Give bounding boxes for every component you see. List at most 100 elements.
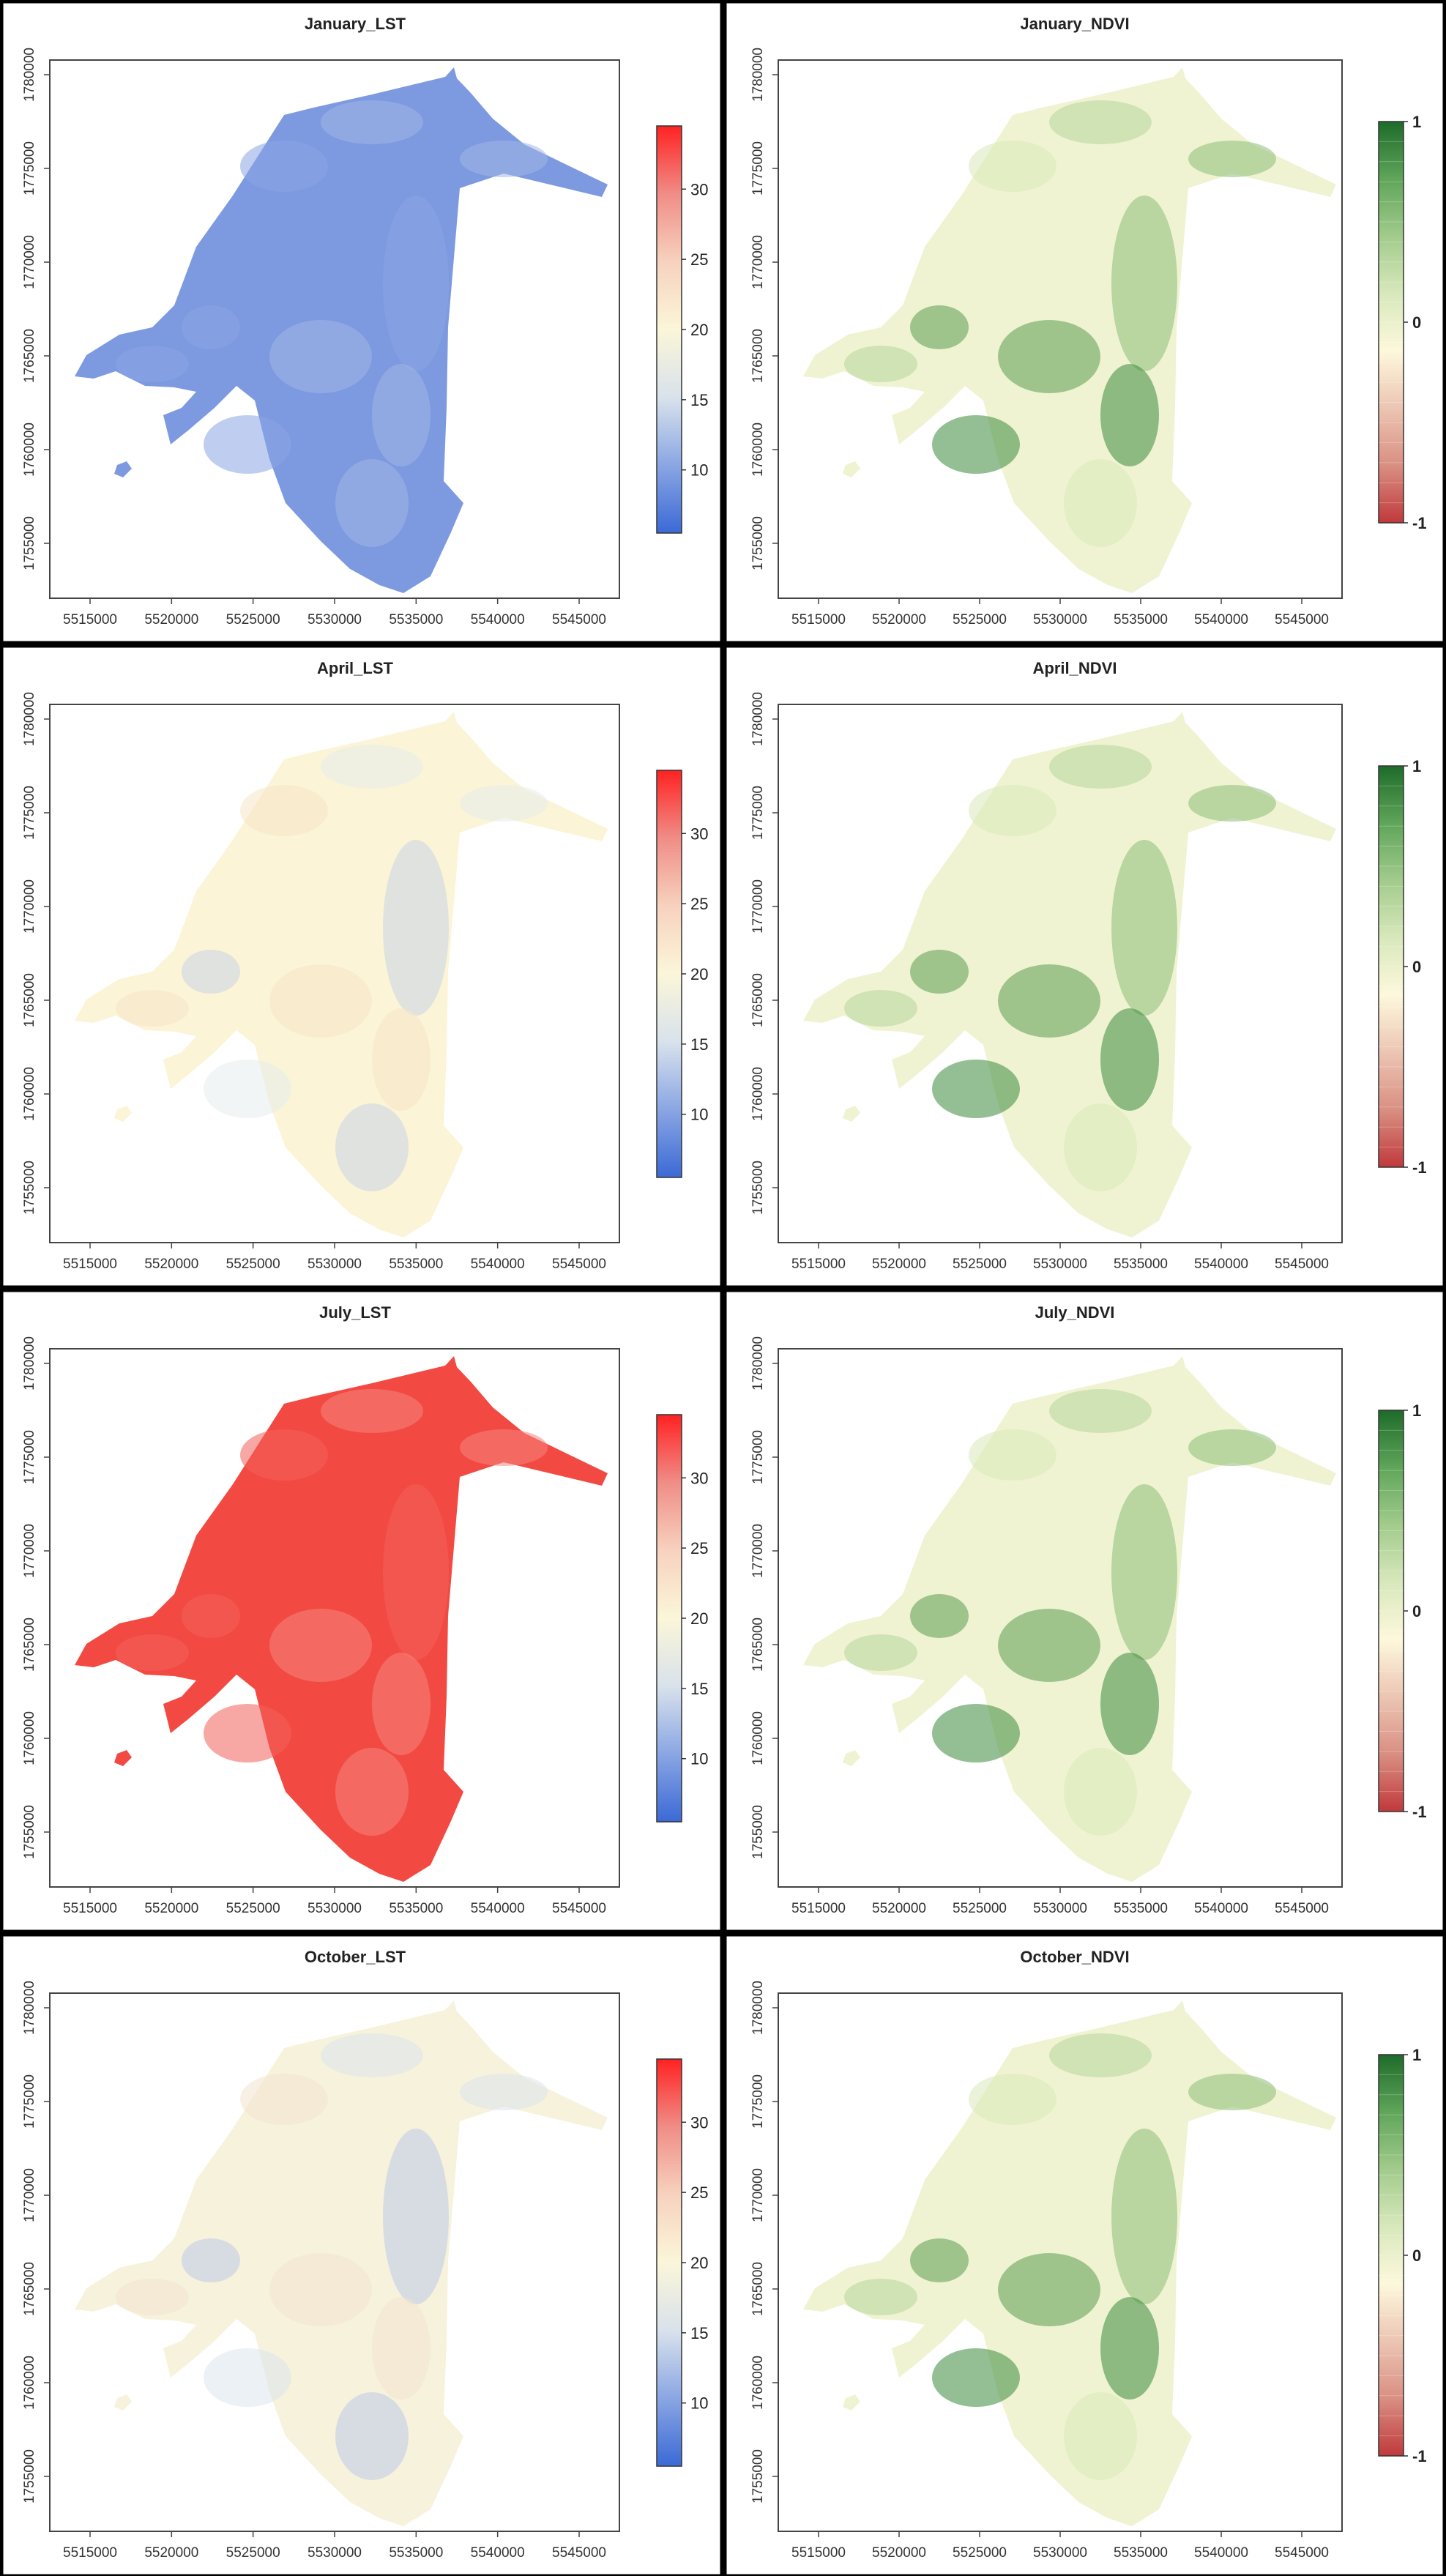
texture-patch — [321, 2033, 423, 2077]
study-area — [803, 2000, 1336, 2526]
texture-patch — [1064, 2392, 1137, 2480]
x-tick-label: 5520000 — [144, 1257, 198, 1272]
x-tick-label: 5525000 — [226, 1257, 280, 1272]
texture-patch — [182, 305, 240, 349]
study-area-islet — [114, 1106, 132, 1122]
x-tick-label: 5535000 — [389, 2545, 443, 2561]
legend-tick-label: 15 — [690, 1680, 708, 1698]
y-tick-label: 1780000 — [22, 692, 37, 746]
texture-patch — [969, 1429, 1056, 1481]
x-tick-label: 5530000 — [1033, 1901, 1087, 1916]
x-tick-label: 5545000 — [1275, 2545, 1329, 2561]
x-tick-label: 5525000 — [953, 1901, 1007, 1916]
y-tick-label: 1765000 — [750, 329, 766, 383]
y-tick-label: 1770000 — [22, 1524, 37, 1578]
texture-patch — [204, 415, 291, 474]
x-tick-label: 5540000 — [471, 1901, 525, 1916]
y-tick-label: 1765000 — [22, 2262, 37, 2316]
y-tick-label: 1755000 — [22, 1805, 37, 1859]
legend-tick-label: 20 — [690, 965, 708, 983]
texture-patch — [910, 305, 969, 349]
texture-patch — [1111, 840, 1177, 1016]
x-tick-label: 5515000 — [63, 1257, 117, 1272]
study-area — [803, 712, 1336, 1237]
x-tick-label: 5515000 — [63, 2545, 117, 2561]
y-tick-label: 1775000 — [22, 786, 37, 840]
y-tick-label: 1780000 — [750, 1336, 766, 1391]
y-tick-label: 1770000 — [22, 2168, 37, 2222]
study-area-islet — [114, 461, 132, 477]
texture-patch — [372, 1653, 431, 1755]
legend-tick-label: 15 — [690, 2324, 708, 2342]
map-panel-april-lst: April_LST 5515000 5520000 5525000 5530000 553… — [0, 644, 724, 1289]
legend-bar — [656, 2058, 682, 2467]
x-tick-label: 5535000 — [1114, 1257, 1168, 1272]
y-tick-label: 1770000 — [750, 1524, 766, 1578]
y-tick-label: 1760000 — [22, 1711, 37, 1765]
y-tick-label: 1775000 — [750, 786, 766, 840]
x-tick-label: 5535000 — [1114, 1901, 1168, 1916]
study-area-islet — [114, 2394, 132, 2411]
texture-patch — [240, 2074, 328, 2125]
legend-tick-label: 0 — [1412, 2246, 1421, 2265]
y-tick-label: 1780000 — [22, 1336, 37, 1391]
map-panel-april-ndvi: April_NDVI 5515000 5520000 5525000 5530000 55… — [723, 644, 1446, 1289]
legend-bar — [1378, 765, 1404, 1168]
x-tick-label: 5535000 — [1114, 612, 1168, 628]
study-area — [75, 712, 608, 1237]
x-tick-label: 5520000 — [144, 1901, 198, 1916]
texture-patch — [182, 2238, 240, 2282]
legend-bar — [656, 770, 682, 1178]
y-tick-label: 1760000 — [750, 422, 766, 477]
texture-patch — [182, 1594, 240, 1638]
texture-patch — [383, 1484, 449, 1660]
texture-patch — [321, 1389, 423, 1433]
texture-patch — [1049, 1389, 1152, 1433]
x-tick-label: 5530000 — [308, 1257, 362, 1272]
legend-tick-label: 10 — [690, 461, 708, 480]
y-tick-label: 1780000 — [22, 48, 37, 102]
y-tick-label: 1775000 — [750, 1430, 766, 1484]
texture-patch — [372, 2297, 431, 2400]
texture-patch — [116, 2279, 189, 2315]
y-tick-label: 1770000 — [22, 235, 37, 289]
y-tick-label: 1765000 — [750, 973, 766, 1027]
study-area-islet — [843, 461, 860, 477]
y-tick-label: 1775000 — [22, 1430, 37, 1484]
texture-patch — [932, 415, 1020, 474]
x-tick-label: 5540000 — [471, 612, 525, 628]
study-area — [803, 1356, 1336, 1882]
x-tick-label: 5535000 — [389, 1257, 443, 1272]
map-panel-july-ndvi: July_NDVI 5515000 5520000 5525000 5530000 553… — [723, 1288, 1446, 1934]
study-area — [75, 67, 608, 593]
x-tick-label: 5545000 — [552, 1901, 606, 1916]
texture-patch — [844, 2279, 917, 2315]
legend-tick-label: 1 — [1412, 113, 1421, 131]
y-tick-label: 1755000 — [750, 1161, 766, 1215]
texture-patch — [269, 320, 372, 393]
texture-patch — [932, 1704, 1020, 1762]
texture-patch — [460, 141, 548, 177]
legend-tick-label: 30 — [690, 824, 708, 843]
x-tick-label: 5530000 — [1033, 1257, 1087, 1272]
y-tick-label: 1765000 — [750, 1618, 766, 1672]
y-tick-label: 1760000 — [750, 1067, 766, 1121]
x-tick-label: 5530000 — [308, 612, 362, 628]
map-panel-october-lst: October_LST 5515000 5520000 5525000 5530000 5… — [0, 1932, 724, 2576]
map-panel-january-lst: January_LST 5515000 5520000 5525000 5530000 5… — [0, 0, 724, 645]
legend-tick-label: 1 — [1412, 1401, 1421, 1420]
legend-tick-label: -1 — [1412, 2447, 1427, 2465]
y-tick-label: 1775000 — [750, 141, 766, 196]
y-tick-label: 1770000 — [750, 2168, 766, 2222]
texture-patch — [998, 2253, 1100, 2326]
y-tick-label: 1780000 — [750, 692, 766, 746]
x-tick-label: 5535000 — [389, 1901, 443, 1916]
x-tick-label: 5540000 — [1194, 1257, 1248, 1272]
panel-title: October_LST — [305, 1948, 406, 1966]
legend-tick-label: 10 — [690, 1750, 708, 1768]
x-tick-label: 5540000 — [471, 2545, 525, 2561]
x-tick-label: 5520000 — [144, 612, 198, 628]
study-area-islet — [843, 1750, 860, 1766]
x-tick-label: 5515000 — [791, 2545, 846, 2561]
texture-patch — [932, 1060, 1020, 1118]
